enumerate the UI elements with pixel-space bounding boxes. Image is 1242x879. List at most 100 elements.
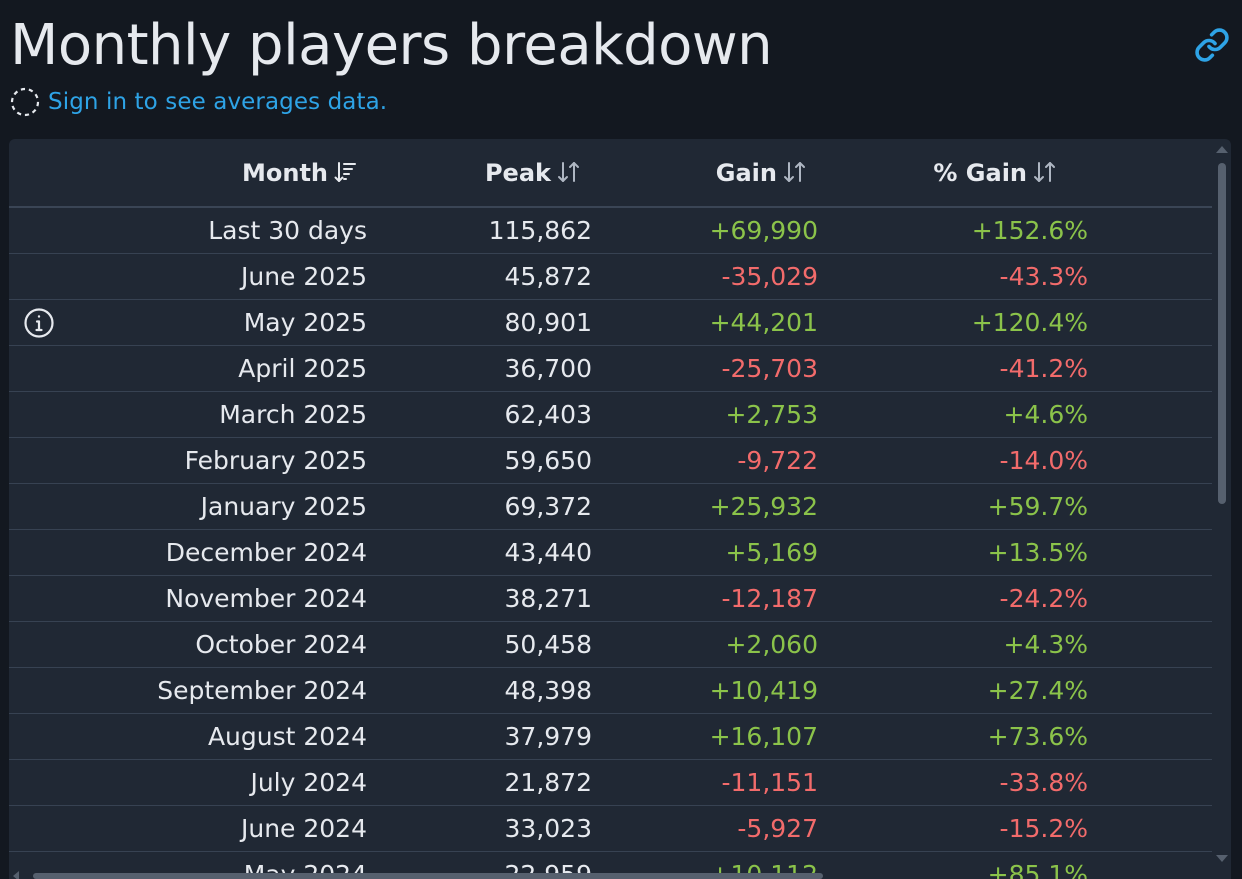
info-cell: [9, 437, 84, 484]
peak-column-header[interactable]: Peak: [369, 139, 596, 208]
page-title: Monthly players breakdown: [10, 13, 773, 78]
horizontal-scrollbar[interactable]: [9, 869, 1212, 879]
month-header-label: Month: [241, 158, 328, 187]
spacer-cell: [1094, 345, 1212, 392]
month-cell: October 2024: [84, 621, 369, 668]
gain-cell: +2,060: [596, 621, 822, 668]
month-cell: June 2025: [84, 253, 369, 300]
table-row: September 2024 48,398 +10,419 +27.4%: [9, 667, 1212, 714]
spacer-cell: [1094, 253, 1212, 300]
pct-gain-cell: -15.2%: [822, 805, 1094, 852]
gain-cell: +5,169: [596, 529, 822, 576]
vertical-scroll-thumb[interactable]: [1218, 163, 1226, 504]
pct-gain-cell: -43.3%: [822, 253, 1094, 300]
spacer-cell: [1094, 437, 1212, 484]
info-cell: [9, 299, 84, 346]
pct-gain-cell: -24.2%: [822, 575, 1094, 622]
loading-spinner-icon: [10, 87, 40, 117]
spacer-cell: [1094, 529, 1212, 576]
info-cell: [9, 575, 84, 622]
peak-cell: 115,862: [369, 207, 596, 254]
month-cell: May 2025: [84, 299, 369, 346]
table-row: December 2024 43,440 +5,169 +13.5%: [9, 529, 1212, 576]
info-cell: [9, 207, 84, 254]
gain-column-header[interactable]: Gain: [596, 139, 822, 208]
month-cell: April 2025: [84, 345, 369, 392]
spacer-cell: [1094, 759, 1212, 806]
table-body: Last 30 days 115,862 +69,990 +152.6% June 20…: [9, 207, 1212, 879]
spacer-cell: [1094, 207, 1212, 254]
pct-gain-column-header[interactable]: % Gain: [822, 139, 1094, 208]
gain-cell: +25,932: [596, 483, 822, 530]
peak-cell: 59,650: [369, 437, 596, 484]
table-row: Last 30 days 115,862 +69,990 +152.6%: [9, 207, 1212, 254]
month-cell: Last 30 days: [84, 207, 369, 254]
peak-cell: 37,979: [369, 713, 596, 760]
pct-gain-cell: +73.6%: [822, 713, 1094, 760]
pct-gain-header-label: % Gain: [933, 158, 1027, 187]
month-cell: June 2024: [84, 805, 369, 852]
month-cell: September 2024: [84, 667, 369, 714]
scroll-up-arrow-icon[interactable]: [1216, 146, 1228, 153]
scroll-down-arrow-icon[interactable]: [1216, 855, 1228, 862]
spacer-cell: [1094, 575, 1212, 622]
spacer-cell: [1094, 621, 1212, 668]
spacer-cell: [1094, 805, 1212, 852]
info-cell: [9, 759, 84, 806]
pct-gain-cell: +13.5%: [822, 529, 1094, 576]
sort-descending-icon: [334, 161, 356, 182]
pct-gain-cell: +4.6%: [822, 391, 1094, 438]
month-cell: August 2024: [84, 713, 369, 760]
peak-cell: 69,372: [369, 483, 596, 530]
spacer-cell: [1094, 667, 1212, 714]
sort-toggle-icon: [784, 161, 805, 182]
horizontal-scroll-thumb[interactable]: [33, 873, 823, 879]
peak-cell: 48,398: [369, 667, 596, 714]
info-cell: [9, 253, 84, 300]
signin-link[interactable]: Sign in to see averages data.: [48, 89, 388, 115]
gain-header-label: Gain: [715, 158, 777, 187]
gain-cell: -25,703: [596, 345, 822, 392]
month-cell: February 2025: [84, 437, 369, 484]
pct-gain-cell: +59.7%: [822, 483, 1094, 530]
month-cell: July 2024: [84, 759, 369, 806]
table-row: August 2024 37,979 +16,107 +73.6%: [9, 713, 1212, 760]
info-icon[interactable]: [23, 307, 55, 339]
pct-gain-cell: -41.2%: [822, 345, 1094, 392]
sort-toggle-icon: [558, 161, 579, 182]
info-cell: [9, 713, 84, 760]
table-row: March 2025 62,403 +2,753 +4.6%: [9, 391, 1212, 438]
pct-gain-cell: -14.0%: [822, 437, 1094, 484]
monthly-breakdown-table: Month Peak Gain: [9, 139, 1231, 879]
table-row: April 2025 36,700 -25,703 -41.2%: [9, 345, 1212, 392]
gain-cell: -35,029: [596, 253, 822, 300]
info-cell: [9, 391, 84, 438]
gain-cell: -11,151: [596, 759, 822, 806]
month-column-header[interactable]: Month: [84, 139, 369, 208]
link-icon[interactable]: [1194, 27, 1230, 63]
pct-gain-cell: +85.1%: [822, 851, 1094, 879]
month-cell: March 2025: [84, 391, 369, 438]
spacer-column-header: [1094, 139, 1212, 208]
peak-header-label: Peak: [484, 158, 551, 187]
peak-cell: 33,023: [369, 805, 596, 852]
data-table: Month Peak Gain: [9, 139, 1212, 879]
gain-cell: +16,107: [596, 713, 822, 760]
pct-gain-cell: +152.6%: [822, 207, 1094, 254]
gain-cell: +69,990: [596, 207, 822, 254]
spacer-cell: [1094, 299, 1212, 346]
gain-cell: -12,187: [596, 575, 822, 622]
scroll-left-arrow-icon[interactable]: [13, 871, 19, 879]
peak-cell: 62,403: [369, 391, 596, 438]
vertical-scrollbar[interactable]: [1212, 139, 1231, 879]
gain-cell: +2,753: [596, 391, 822, 438]
info-cell: [9, 345, 84, 392]
table-row: January 2025 69,372 +25,932 +59.7%: [9, 483, 1212, 530]
gain-cell: -9,722: [596, 437, 822, 484]
spacer-cell: [1094, 483, 1212, 530]
gain-cell: +10,419: [596, 667, 822, 714]
table-row: October 2024 50,458 +2,060 +4.3%: [9, 621, 1212, 668]
info-cell: [9, 667, 84, 714]
info-column-header: [9, 139, 84, 208]
